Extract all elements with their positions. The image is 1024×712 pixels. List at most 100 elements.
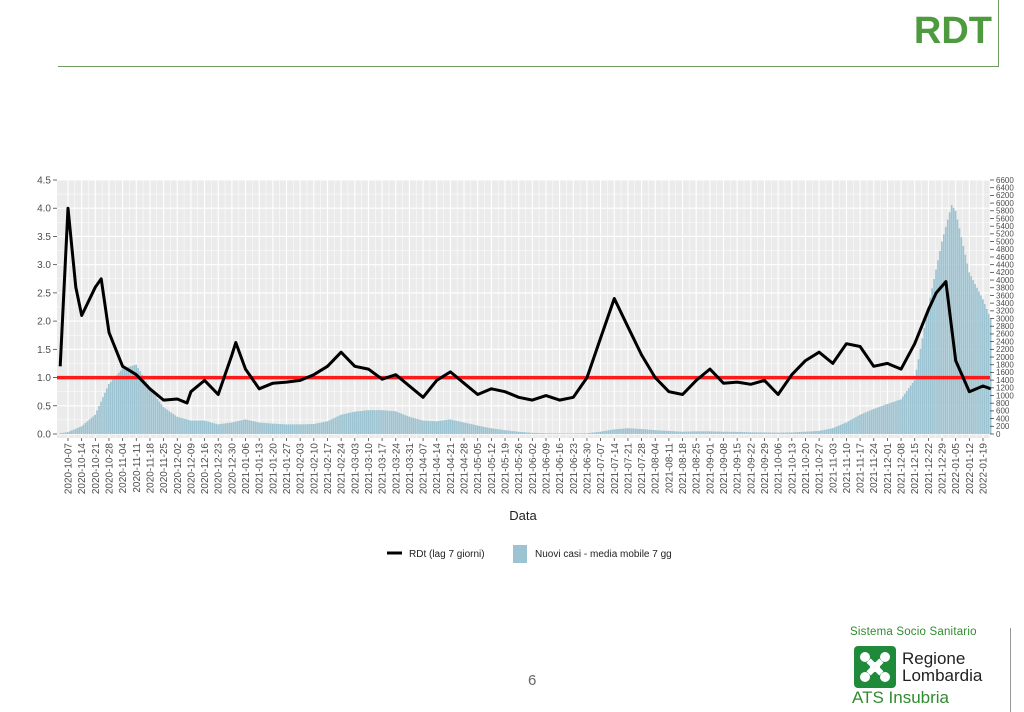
cases-bar xyxy=(386,410,389,434)
cases-bar xyxy=(621,428,623,434)
cases-bar xyxy=(859,414,861,434)
x-tick-label: 2020-12-30 xyxy=(227,443,238,495)
y-left-tick-label: 0.5 xyxy=(37,401,51,412)
cases-bar xyxy=(693,431,695,434)
cases-bar xyxy=(584,433,586,434)
cases-bar xyxy=(652,429,654,434)
x-tick-label: 2022-01-19 xyxy=(979,443,990,495)
cases-bar xyxy=(802,431,805,434)
x-tick-label: 2021-03-03 xyxy=(350,443,361,495)
y-right-tick-label: 6400 xyxy=(996,183,1014,192)
cases-bar xyxy=(857,415,859,434)
cases-bar xyxy=(589,432,592,434)
cases-bar xyxy=(757,432,760,434)
cases-bar xyxy=(667,430,670,434)
cases-bar xyxy=(158,401,161,434)
logo-system-label: Sistema Socio Sanitario xyxy=(850,626,977,638)
cases-bar xyxy=(320,422,323,434)
cases-bar xyxy=(344,413,346,434)
cases-bar xyxy=(706,431,709,434)
cases-bar xyxy=(68,431,71,434)
cases-bar xyxy=(946,219,949,434)
cases-bar xyxy=(697,431,699,434)
cases-bar xyxy=(187,419,190,434)
cases-bar xyxy=(585,433,588,434)
cases-bar xyxy=(552,433,555,434)
cases-bar xyxy=(472,424,475,434)
cases-bar xyxy=(418,419,420,434)
cases-bar xyxy=(784,432,787,434)
cases-bar xyxy=(578,433,580,434)
cases-bar xyxy=(65,432,67,434)
cases-bar xyxy=(76,427,79,434)
cases-bar xyxy=(736,431,738,434)
cases-bar xyxy=(162,407,165,434)
x-tick-label: 2021-01-20 xyxy=(268,443,279,495)
cases-bar xyxy=(98,405,100,434)
cases-bar xyxy=(260,422,262,434)
cases-bar xyxy=(219,424,221,434)
cases-bar xyxy=(466,423,469,434)
cases-bar xyxy=(168,411,171,434)
cases-bar xyxy=(880,406,883,434)
cases-bar xyxy=(960,237,963,434)
cases-bar xyxy=(970,276,972,434)
y-left-tick-label: 3.0 xyxy=(37,260,51,271)
cases-bar xyxy=(205,421,208,434)
cases-bar xyxy=(232,422,235,434)
cases-bar xyxy=(459,421,461,434)
cases-bar xyxy=(447,419,450,434)
cases-bar xyxy=(61,432,63,434)
cases-bar xyxy=(281,424,284,434)
cases-bar xyxy=(412,417,415,434)
cases-bar xyxy=(751,432,754,434)
cases-bar xyxy=(480,426,483,434)
cases-bar xyxy=(180,417,182,434)
cases-bar xyxy=(72,429,75,434)
cases-bar xyxy=(291,424,294,434)
cases-bar xyxy=(433,421,436,434)
cases-bar xyxy=(388,410,391,434)
cases-bar xyxy=(876,407,879,434)
cases-bar xyxy=(94,414,96,434)
cases-bar xyxy=(935,269,937,434)
cases-bar xyxy=(346,413,348,434)
cases-bar xyxy=(814,431,816,434)
cases-bar xyxy=(683,431,686,434)
y-right-tick-label: 6600 xyxy=(996,176,1014,185)
x-tick-label: 2021-12-29 xyxy=(938,443,949,495)
y-right-tick-label: 5200 xyxy=(996,230,1014,239)
cases-bar xyxy=(381,410,383,434)
cases-bar xyxy=(293,424,295,434)
cases-bar xyxy=(230,422,233,434)
cases-bar xyxy=(488,427,491,434)
x-tick-label: 2021-11-17 xyxy=(856,443,867,494)
x-tick-label: 2021-06-30 xyxy=(582,443,593,495)
cases-bar xyxy=(326,421,329,434)
cases-bar xyxy=(78,427,81,434)
x-tick-label: 2021-04-28 xyxy=(460,443,471,495)
cases-bar xyxy=(900,399,902,434)
cases-bar xyxy=(82,424,85,434)
cases-bar xyxy=(500,429,502,434)
cases-bar xyxy=(724,431,727,434)
cases-bar xyxy=(266,423,268,434)
x-tick-label: 2021-02-03 xyxy=(296,443,307,495)
cases-bar xyxy=(279,424,282,434)
cases-bar xyxy=(314,423,317,434)
cases-bar xyxy=(755,432,758,434)
cases-bar xyxy=(987,313,990,434)
cases-bar xyxy=(254,421,256,434)
cases-bar xyxy=(342,414,344,434)
cases-bar xyxy=(669,431,672,434)
cases-bar xyxy=(562,433,565,434)
cases-bar xyxy=(691,431,693,434)
y-right-tick-label: 800 xyxy=(996,399,1010,408)
cases-bar xyxy=(431,421,434,434)
cases-bar xyxy=(798,432,801,434)
cases-bar xyxy=(340,414,342,434)
cases-bar xyxy=(718,431,721,434)
x-tick-label: 2020-10-14 xyxy=(77,443,88,495)
x-tick-label: 2021-02-10 xyxy=(309,443,320,495)
cases-bar xyxy=(593,432,596,434)
